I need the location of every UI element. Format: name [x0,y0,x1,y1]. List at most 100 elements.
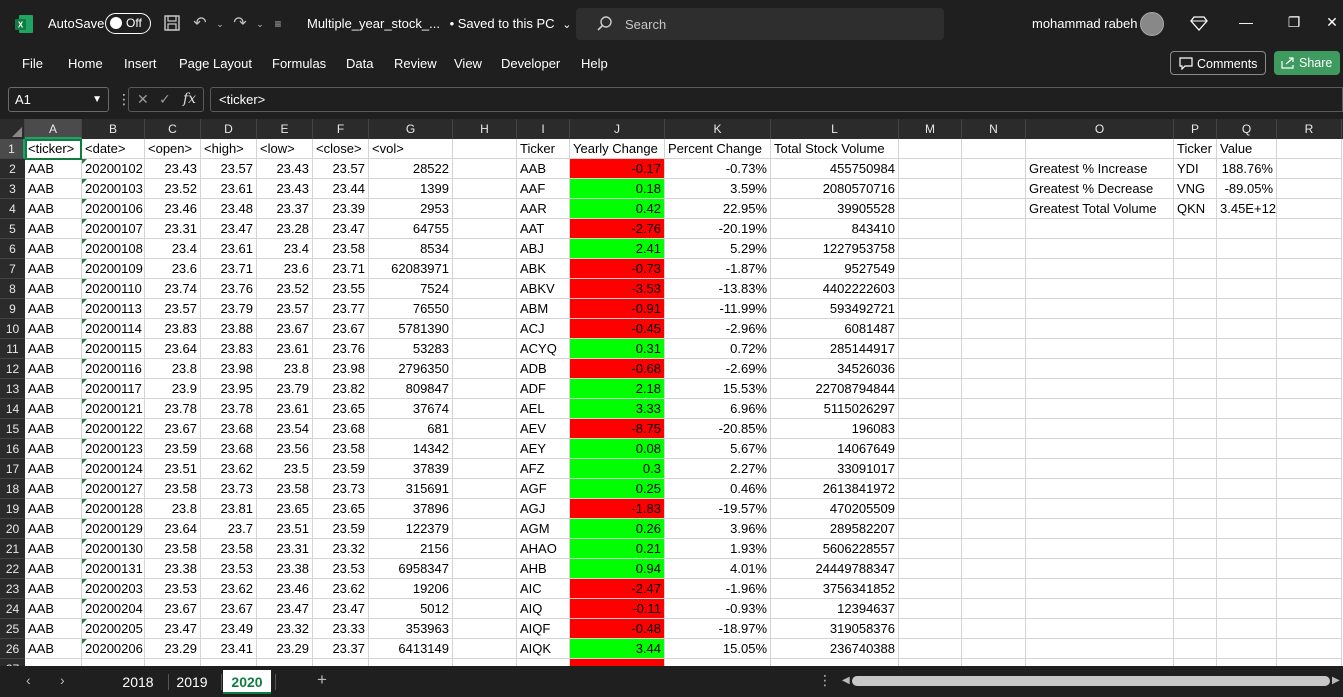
cell-k1[interactable]: Percent Change [665,139,771,159]
cell-c18[interactable]: 23.58 [145,479,201,499]
cell-c11[interactable]: 23.64 [145,339,201,359]
empty-cell[interactable] [1026,359,1174,379]
cell-d3[interactable]: 23.61 [201,179,257,199]
cell-i20[interactable]: AGM [517,519,570,539]
empty-cell[interactable] [1174,519,1217,539]
cell-g17[interactable]: 37839 [369,459,453,479]
empty-cell[interactable] [1174,579,1217,599]
cell-l3[interactable]: 2080570716 [771,179,899,199]
cell-d25[interactable]: 23.49 [201,619,257,639]
minimize-icon[interactable]: — [1239,14,1253,30]
cell-c13[interactable]: 23.9 [145,379,201,399]
cell-a11[interactable]: AAB [25,339,82,359]
cell-f25[interactable]: 23.33 [313,619,369,639]
cell-k8[interactable]: -13.83% [665,279,771,299]
column-header-a[interactable]: A [25,119,82,139]
empty-cell[interactable] [962,599,1026,619]
row-header-6[interactable]: 6 [0,239,25,259]
empty-cell[interactable] [1026,499,1174,519]
empty-cell[interactable] [1174,439,1217,459]
cell-b16[interactable]: 20200123 [82,439,145,459]
cell-e25[interactable]: 23.32 [257,619,313,639]
cell-b20[interactable]: 20200129 [82,519,145,539]
empty-cell[interactable] [899,599,962,619]
cell-d5[interactable]: 23.47 [201,219,257,239]
cell-d2[interactable]: 23.57 [201,159,257,179]
cell-k20[interactable]: 3.96% [665,519,771,539]
empty-cell[interactable] [962,219,1026,239]
row-header-9[interactable]: 9 [0,299,25,319]
cell-q3[interactable]: -89.05% [1217,179,1277,199]
empty-cell[interactable] [1026,399,1174,419]
cell-l22[interactable]: 24449788347 [771,559,899,579]
cell-k18[interactable]: 0.46% [665,479,771,499]
empty-cell[interactable] [1174,499,1217,519]
empty-cell[interactable] [1277,659,1342,666]
save-icon[interactable] [162,14,182,34]
cell-k23[interactable]: -1.96% [665,579,771,599]
empty-cell[interactable] [899,299,962,319]
cell-a21[interactable]: AAB [25,539,82,559]
empty-cell[interactable] [369,659,453,666]
cell-e9[interactable]: 23.57 [257,299,313,319]
empty-cell[interactable] [1277,379,1342,399]
empty-cell[interactable] [962,619,1026,639]
empty-cell[interactable] [962,199,1026,219]
cell-j25[interactable]: -0.48 [570,619,665,639]
cell-p4[interactable]: QKN [1174,199,1217,219]
cell-d7[interactable]: 23.71 [201,259,257,279]
cell-q4[interactable]: 3.45E+12 [1217,199,1277,219]
cell-p3[interactable]: VNG [1174,179,1217,199]
empty-cell[interactable] [1217,259,1277,279]
cell-i14[interactable]: AEL [517,399,570,419]
cell-g24[interactable]: 5012 [369,599,453,619]
cell-l10[interactable]: 6081487 [771,319,899,339]
cell-k2[interactable]: -0.73% [665,159,771,179]
add-sheet-icon[interactable]: + [317,670,327,689]
cell-j1[interactable]: Yearly Change [570,139,665,159]
cell-a18[interactable]: AAB [25,479,82,499]
cell-i13[interactable]: ADF [517,379,570,399]
empty-cell[interactable] [1026,319,1174,339]
cell-d11[interactable]: 23.83 [201,339,257,359]
cell-j26[interactable]: 3.44 [570,639,665,659]
cell-g20[interactable]: 122379 [369,519,453,539]
cell-i2[interactable]: AAB [517,159,570,179]
row-header-3[interactable]: 3 [0,179,25,199]
empty-cell[interactable] [962,359,1026,379]
cell-d17[interactable]: 23.62 [201,459,257,479]
cell-f24[interactable]: 23.47 [313,599,369,619]
cell-d4[interactable]: 23.48 [201,199,257,219]
empty-cell[interactable] [145,659,201,666]
cell-g2[interactable]: 28522 [369,159,453,179]
cell-f16[interactable]: 23.58 [313,439,369,459]
empty-cell[interactable] [962,179,1026,199]
cell-i11[interactable]: ACYQ [517,339,570,359]
cell-e16[interactable]: 23.56 [257,439,313,459]
cell-k19[interactable]: -19.57% [665,499,771,519]
empty-cell[interactable] [1217,599,1277,619]
empty-cell[interactable] [1174,419,1217,439]
cell-b21[interactable]: 20200130 [82,539,145,559]
empty-cell[interactable] [1217,459,1277,479]
empty-cell[interactable] [1026,139,1174,159]
cell-i6[interactable]: ABJ [517,239,570,259]
empty-cell[interactable] [899,359,962,379]
cell-b10[interactable]: 20200114 [82,319,145,339]
scroll-right-arrow-icon[interactable]: ▶ [1332,675,1340,686]
cell-b7[interactable]: 20200109 [82,259,145,279]
cell-i10[interactable]: ACJ [517,319,570,339]
cell-b12[interactable]: 20200116 [82,359,145,379]
empty-cell[interactable] [899,539,962,559]
empty-cell[interactable] [1277,439,1342,459]
cell-g25[interactable]: 353963 [369,619,453,639]
empty-cell[interactable] [1174,399,1217,419]
cell-f4[interactable]: 23.39 [313,199,369,219]
empty-cell[interactable] [1026,599,1174,619]
tab-help[interactable]: Help [581,56,608,71]
empty-cell[interactable] [1277,219,1342,239]
empty-cell[interactable] [453,159,517,179]
empty-cell[interactable] [1277,239,1342,259]
cell-k9[interactable]: -11.99% [665,299,771,319]
column-header-o[interactable]: O [1026,119,1174,139]
